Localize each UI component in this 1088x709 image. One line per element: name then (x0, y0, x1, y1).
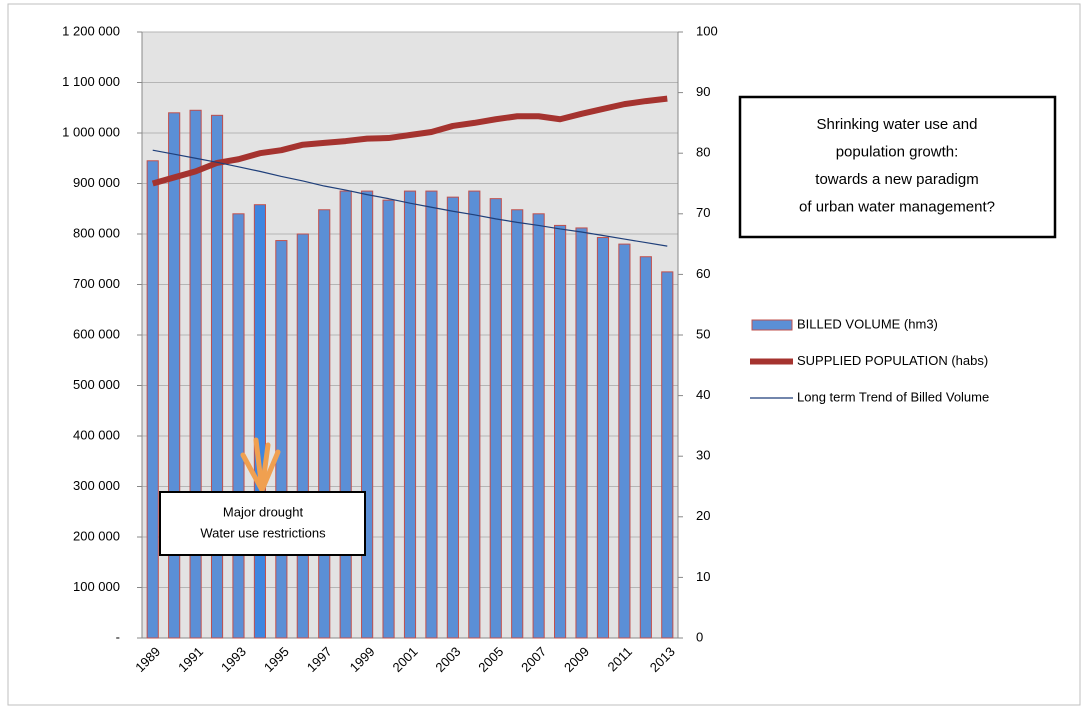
y-tick-label: 200 000 (73, 528, 120, 543)
bar (168, 112, 181, 639)
y-tick-label: 1 000 000 (62, 124, 120, 139)
legend-label: SUPPLIED POPULATION (habs) (797, 353, 988, 368)
line (151, 95, 668, 187)
legend-swatch (751, 319, 793, 331)
y2-tick-label: 20 (696, 508, 710, 523)
y-tick-label: 800 000 (73, 225, 120, 240)
legend-label: Long term Trend of Billed Volume (797, 389, 989, 404)
bar (489, 198, 502, 639)
y-tick-label: 900 000 (73, 175, 120, 190)
bar (232, 213, 245, 639)
y2-tick-label: 10 (696, 569, 710, 584)
marks (146, 95, 674, 639)
y-tick-label: 400 000 (73, 427, 120, 442)
y2-tick-label: 60 (696, 266, 710, 281)
bar (511, 209, 524, 639)
y-tick-label: 300 000 (73, 478, 120, 493)
annotation-text: Shrinking water use and (817, 116, 978, 133)
annotation-box (738, 95, 1057, 239)
annotation-text: towards a new paradigm (815, 171, 978, 188)
annotation-text: Major drought (223, 504, 304, 519)
y-tick-label: - (116, 629, 120, 644)
bar (189, 109, 202, 639)
bar (532, 213, 545, 639)
y2-tick-label: 0 (696, 629, 703, 644)
annotation-text: Water use restrictions (200, 525, 326, 540)
bar (210, 114, 224, 639)
y-tick-label: 700 000 (73, 276, 120, 291)
drought-arrow (240, 437, 281, 493)
y-tick-label: 500 000 (73, 377, 120, 392)
y-tick-label: 600 000 (73, 326, 120, 341)
bar (661, 271, 674, 639)
bar (275, 240, 288, 639)
bar (361, 190, 374, 639)
bar (425, 190, 438, 639)
y2-tick-label: 40 (696, 387, 710, 402)
bar (296, 233, 309, 639)
bar (468, 190, 481, 639)
bar (146, 160, 159, 639)
y-tick-label: 1 200 000 (62, 23, 120, 38)
bar (639, 256, 652, 639)
annotation-box (159, 491, 366, 556)
y2-tick-label: 80 (696, 145, 710, 160)
line (152, 149, 668, 247)
y2-tick-label: 90 (696, 84, 710, 99)
legend-label: BILLED VOLUME (hm3) (797, 316, 938, 331)
y-tick-label: 1 100 000 (62, 74, 120, 89)
y2-tick-label: 30 (696, 448, 710, 463)
y-tick-label: 100 000 (73, 579, 120, 594)
bar (382, 199, 395, 639)
annotation-text: population growth: (836, 143, 959, 160)
bar (253, 204, 266, 639)
y2-tick-label: 100 (696, 23, 718, 38)
bar (403, 190, 417, 639)
y2-tick-label: 50 (696, 326, 710, 341)
bar (446, 196, 459, 639)
annotation-text: of urban water management? (799, 198, 995, 215)
bar (339, 190, 352, 639)
bar (575, 227, 588, 639)
bar (618, 243, 631, 639)
y2-tick-label: 70 (696, 205, 710, 220)
bar (554, 224, 567, 639)
bar (318, 209, 331, 639)
bar (596, 237, 610, 639)
